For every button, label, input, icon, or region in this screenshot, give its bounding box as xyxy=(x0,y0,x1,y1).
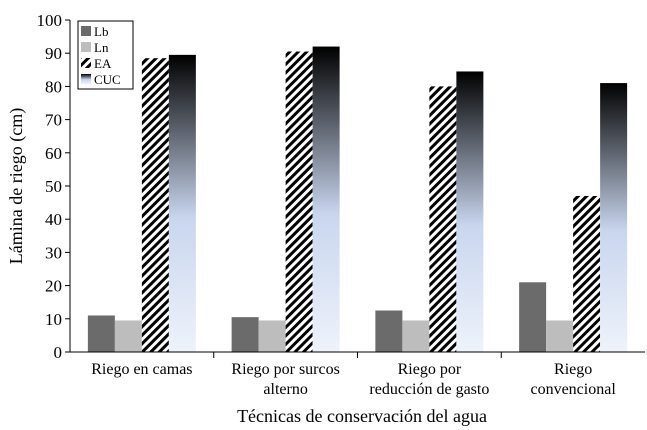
legend-label-ln: Ln xyxy=(94,40,109,55)
bar-ln xyxy=(258,320,286,352)
legend-label-cuc: CUC xyxy=(94,72,121,87)
y-axis-ticks: 0 10 20 30 40 50 60 70 80 90 100 xyxy=(37,11,70,362)
x-tick-label: Riego por reducción de gasto xyxy=(369,361,489,398)
bar-lb xyxy=(231,317,259,352)
y-tick-label: 20 xyxy=(45,277,62,296)
legend-label-ea: EA xyxy=(94,56,112,71)
x-tick-label: Riego convencional xyxy=(530,361,616,398)
bar-ea xyxy=(141,58,169,353)
x-tick-label: Riego en camas xyxy=(91,361,192,378)
y-axis-label: Lámina de riego (cm) xyxy=(6,108,27,264)
x-axis-label: Técnicas de conservación del agua xyxy=(237,406,487,426)
y-tick-label: 80 xyxy=(45,77,62,96)
bar-ea xyxy=(429,86,457,353)
legend-swatch-ln xyxy=(81,42,91,52)
bar-ln xyxy=(546,320,574,352)
bar-ln xyxy=(114,320,142,352)
legend-label-lb: Lb xyxy=(94,24,108,39)
y-tick-label: 100 xyxy=(37,11,63,30)
bar-lb xyxy=(87,315,115,352)
bar-lb xyxy=(375,310,403,352)
bar-cuc xyxy=(312,46,340,353)
y-tick-label: 60 xyxy=(45,144,62,163)
bar-cuc xyxy=(456,71,484,353)
axes xyxy=(69,20,645,358)
bar-ea xyxy=(573,195,601,352)
y-tick-label: 90 xyxy=(45,44,62,63)
legend-swatch-cuc xyxy=(81,74,91,84)
y-tick-label: 30 xyxy=(45,243,62,262)
y-tick-label: 50 xyxy=(45,177,62,196)
legend-swatch-ea xyxy=(81,58,91,68)
y-tick-label: 40 xyxy=(45,210,62,229)
y-tick-label: 70 xyxy=(45,111,62,130)
y-tick-label: 0 xyxy=(54,343,63,362)
bar-ea xyxy=(285,51,313,352)
bar-cuc xyxy=(168,54,196,353)
bar-ln xyxy=(402,320,430,352)
x-axis-labels: Riego en camas Riego por surcos alterno Rie… xyxy=(91,361,616,398)
bar-cuc xyxy=(600,83,628,352)
y-tick-label: 10 xyxy=(45,310,62,329)
bar-lb xyxy=(519,282,547,352)
x-tick-label: Riego por surcos alterno xyxy=(231,361,339,398)
legend-swatch-lb xyxy=(81,26,91,36)
bars-group xyxy=(87,46,628,353)
